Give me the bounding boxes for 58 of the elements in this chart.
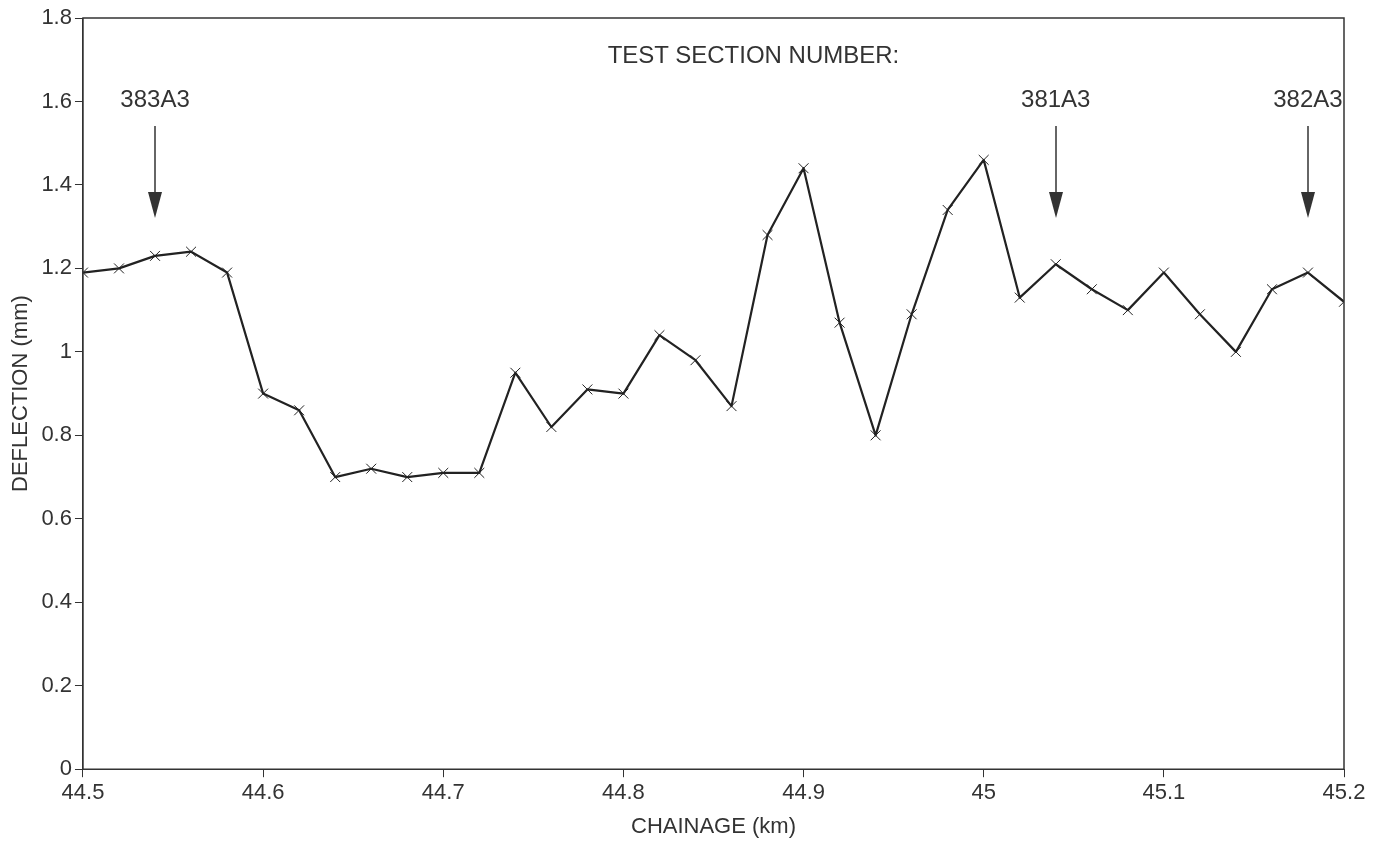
point [509, 367, 521, 379]
point [942, 204, 954, 216]
point [1050, 258, 1062, 270]
point [1302, 267, 1314, 279]
point [617, 388, 629, 400]
point [1014, 292, 1026, 304]
y-tick-label: 1.2 [41, 254, 72, 280]
point [1194, 308, 1206, 320]
point [149, 250, 161, 262]
point [1086, 283, 1098, 295]
x-tick-label: 44.5 [61, 779, 105, 805]
point [870, 429, 882, 441]
point [329, 471, 341, 483]
x-tick-label: 45 [971, 779, 996, 805]
x-tick-label: 44.8 [602, 779, 645, 805]
point [1230, 346, 1242, 358]
y-tick-label: 0.2 [41, 671, 72, 697]
point [401, 471, 413, 483]
x-tick-label: 45.1 [1142, 779, 1186, 805]
point [545, 421, 557, 433]
x-tick-label: 44.6 [241, 779, 285, 805]
point [798, 162, 810, 174]
x-tick-label: 45.2 [1322, 779, 1366, 805]
y-tick-label: 0.8 [41, 421, 72, 447]
point [221, 267, 233, 279]
point [834, 317, 846, 329]
point [690, 354, 701, 366]
point [581, 383, 593, 395]
point [257, 388, 269, 400]
y-tick-label: 1.8 [41, 4, 72, 30]
point [473, 467, 485, 479]
point [437, 467, 449, 479]
y-tick-label: 1.4 [41, 171, 72, 196]
x-tick-label: 44.9 [782, 779, 825, 805]
y-axis-title: DEFLECTION (mm) [7, 295, 33, 492]
point [654, 329, 665, 341]
point [1122, 304, 1134, 316]
point [978, 154, 990, 166]
x-axis-title: CHAINAGE (km) [630, 812, 796, 838]
point [293, 404, 305, 416]
point [726, 400, 737, 412]
x-tick-label: 44.7 [421, 779, 465, 805]
annotation: 383A3 [120, 84, 190, 112]
annotation: TEST SECTION NUMBER: [607, 40, 900, 68]
y-tick-label: 0.6 [41, 504, 72, 530]
point [1266, 283, 1278, 295]
y-tick-label: 0.4 [41, 588, 72, 614]
y-tick-label: 0 [59, 755, 72, 781]
point [365, 463, 377, 475]
point [113, 262, 125, 274]
y-tick-label: 1.6 [41, 87, 72, 113]
point [762, 229, 773, 241]
annotation: 382A3 [1273, 84, 1343, 112]
annotation: 381A3 [1021, 84, 1091, 112]
y-tick-label: 1 [59, 337, 72, 363]
point [1158, 267, 1170, 279]
point [906, 308, 918, 320]
point [185, 246, 197, 258]
